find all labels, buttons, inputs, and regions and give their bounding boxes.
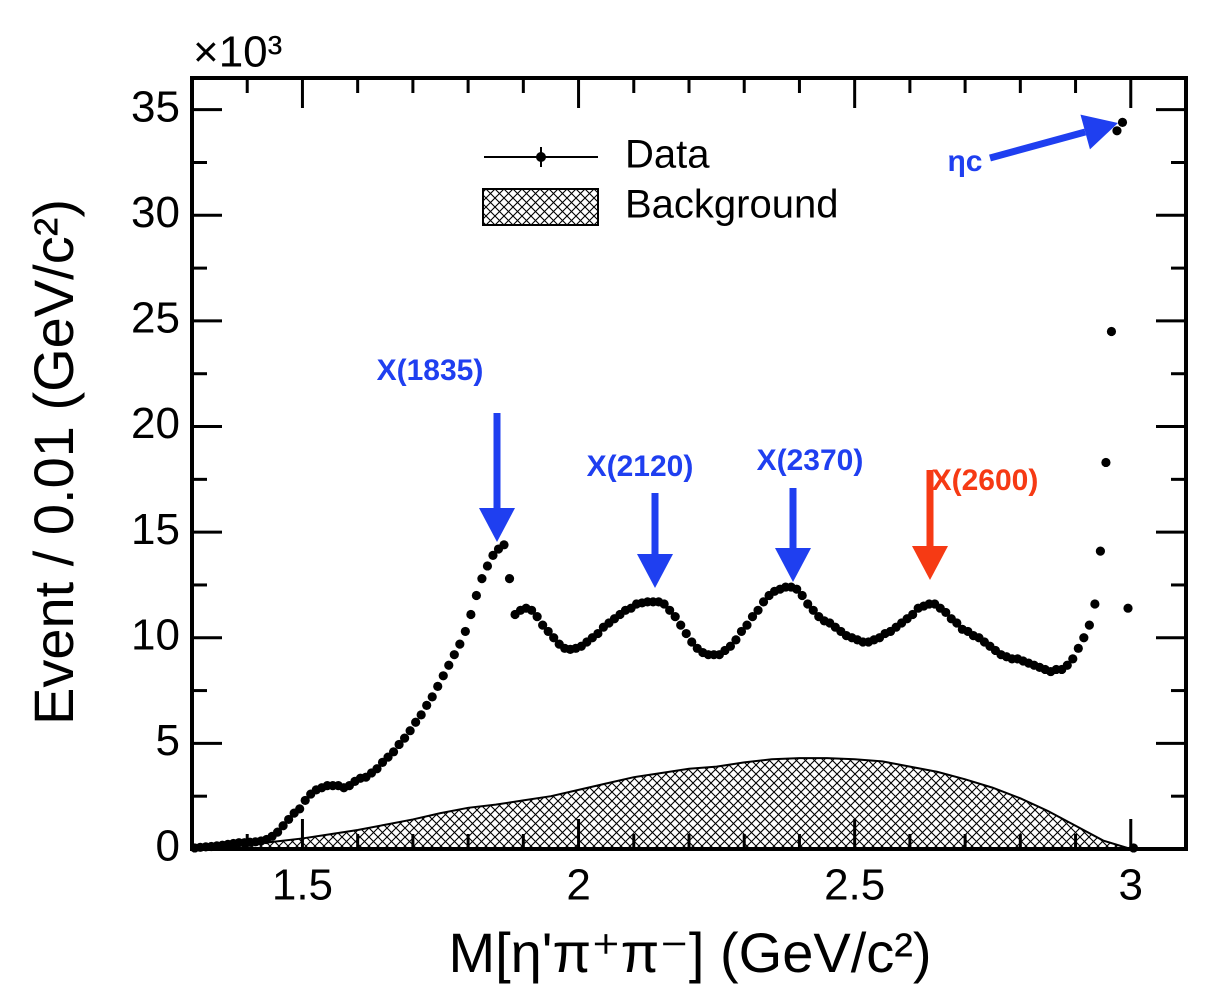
x-tick-label: 2 — [566, 861, 590, 910]
data-point — [438, 671, 448, 681]
y-tick-label: 25 — [131, 294, 180, 343]
data-point — [792, 584, 802, 594]
data-point — [400, 733, 410, 743]
data-point — [1101, 457, 1111, 468]
data-point — [460, 626, 470, 637]
data-point — [427, 692, 437, 702]
data-point — [466, 609, 476, 620]
data-point — [758, 597, 769, 607]
annotation-label: X(2370) — [757, 444, 864, 477]
data-point — [416, 710, 426, 720]
background-outline — [191, 757, 1132, 850]
y-tick-label: 35 — [131, 82, 180, 131]
data-point — [681, 628, 691, 639]
data-point — [295, 804, 305, 814]
data-point — [527, 605, 537, 615]
background-fill — [192, 758, 1131, 849]
data-point — [405, 726, 415, 736]
data-point — [388, 747, 399, 757]
annotation-label: ηc — [947, 145, 982, 178]
data-point — [670, 612, 680, 622]
y-tick-label: 0 — [156, 822, 180, 871]
data-point — [1117, 117, 1128, 127]
data-point — [455, 639, 465, 649]
data-point — [499, 540, 509, 550]
data-point — [471, 590, 481, 601]
data-point — [736, 626, 747, 637]
data-point — [372, 764, 382, 774]
data-point — [747, 612, 758, 622]
data-point — [411, 717, 421, 727]
annotation-arrowhead — [637, 554, 673, 588]
y-tick-label: 5 — [156, 716, 180, 765]
data-point — [952, 618, 962, 628]
data-point — [278, 821, 288, 831]
annotation-label: X(1835) — [377, 354, 484, 387]
data-point — [687, 637, 697, 647]
legend-label: Data — [625, 133, 710, 177]
legend-swatch — [482, 188, 599, 226]
annotation-arrowhead — [1080, 114, 1118, 150]
data-point — [444, 660, 454, 670]
x-axis-label: M[η'π⁺π⁻] (GeV/c²) — [448, 921, 931, 984]
data-point — [1112, 126, 1122, 136]
data-point — [676, 620, 686, 630]
data-point — [797, 590, 807, 601]
data-point — [808, 605, 818, 615]
data-point — [725, 641, 736, 651]
data-point — [1106, 326, 1117, 337]
data-point — [1068, 654, 1078, 664]
y-tick-label: 15 — [131, 505, 180, 554]
y-axis-label: Event / 0.01 (GeV/c²) — [22, 199, 85, 725]
y-tick-label: 30 — [131, 188, 180, 237]
data-point — [449, 650, 459, 660]
x-tick-label: 3 — [1119, 861, 1143, 910]
annotation-label: X(2120) — [587, 450, 694, 483]
data-point — [477, 574, 487, 584]
data-point — [908, 609, 918, 620]
data-point — [300, 795, 310, 806]
data-point — [665, 605, 675, 615]
y-multiplier: ×10³ — [193, 28, 282, 77]
data-point — [543, 626, 553, 637]
plot-frame — [190, 76, 1188, 851]
data-point — [532, 612, 542, 622]
data-point — [1084, 620, 1094, 630]
data-point — [1095, 546, 1106, 556]
annotation-label: X(2600) — [932, 464, 1039, 497]
data-point — [284, 814, 294, 825]
data-point — [803, 599, 813, 609]
data-point — [488, 550, 498, 560]
data-point — [1123, 603, 1133, 613]
data-point — [659, 599, 669, 609]
data-point — [1079, 633, 1089, 643]
data-point — [504, 574, 515, 584]
data-point — [1090, 599, 1100, 609]
y-tick-label: 20 — [131, 399, 180, 448]
data-point — [731, 635, 741, 645]
data-point — [433, 681, 443, 691]
annotation-arrowhead — [912, 546, 948, 580]
annotation-arrowhead — [479, 508, 515, 542]
data-point — [593, 628, 603, 639]
x-tick-label: 1.5 — [272, 861, 333, 910]
annotation-arrow — [989, 128, 1087, 162]
data-point — [1073, 643, 1083, 653]
y-tick-label: 10 — [131, 610, 180, 659]
data-point — [753, 605, 763, 615]
data-point — [422, 700, 432, 710]
data-point — [538, 620, 548, 630]
legend-marker — [536, 152, 546, 162]
legend-label: Background — [625, 183, 838, 227]
data-point — [394, 739, 404, 750]
data-point — [742, 620, 752, 630]
annotation-arrowhead — [775, 548, 811, 582]
data-point — [482, 561, 493, 571]
data-point — [272, 827, 283, 837]
x-tick-label: 2.5 — [824, 861, 885, 910]
data-point — [941, 607, 951, 618]
data-point — [1062, 660, 1072, 670]
data-point — [549, 633, 559, 643]
